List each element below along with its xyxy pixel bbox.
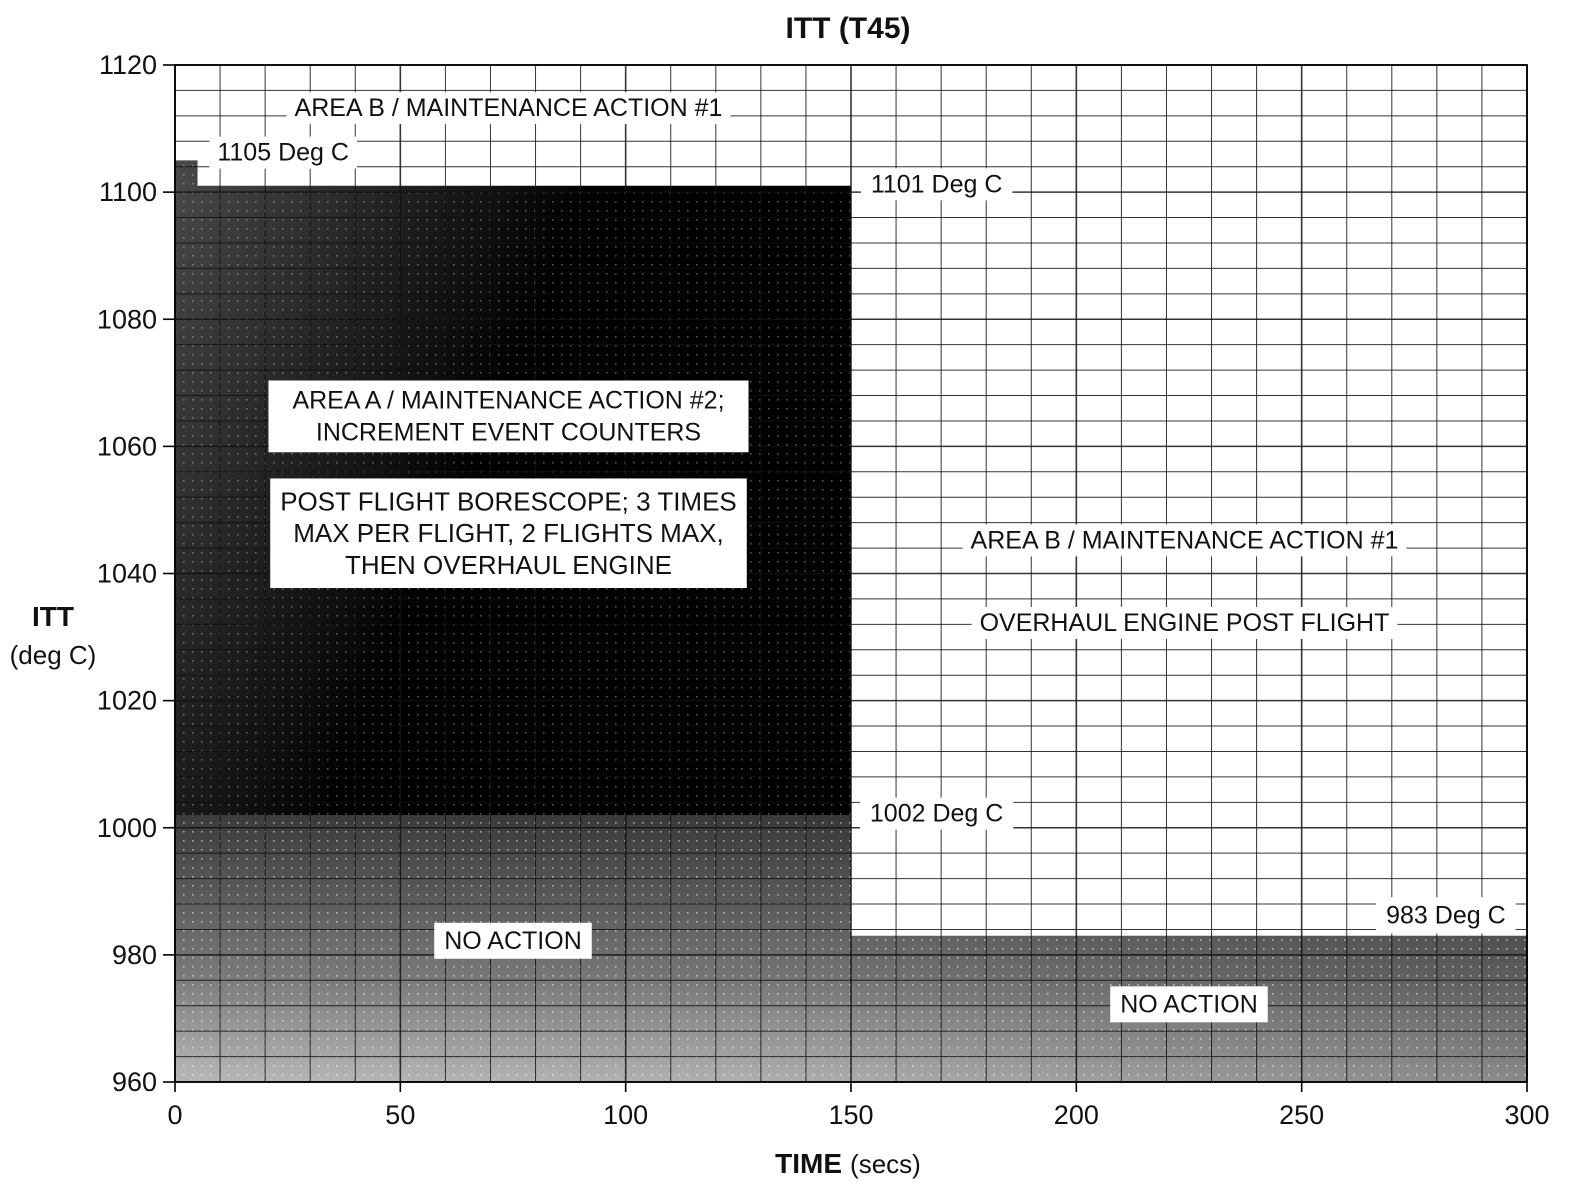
y-tick-label: 1060 bbox=[97, 431, 157, 461]
label-overhaul: OVERHAUL ENGINE POST FLIGHT bbox=[971, 606, 1398, 639]
y-axis-label-unit: (deg C) bbox=[10, 640, 97, 670]
label-no-action-right: NO ACTION bbox=[1110, 986, 1268, 1023]
label-area-a: AREA A / MAINTENANCE ACTION #2; INCREMENT… bbox=[268, 380, 749, 453]
chart-title: ITT (T45) bbox=[786, 12, 911, 45]
y-tick-label: 1120 bbox=[99, 50, 157, 80]
label-area-a-box bbox=[268, 380, 749, 453]
x-tick-label: 300 bbox=[1504, 1100, 1549, 1130]
label-1002-text: 1002 Deg C bbox=[870, 800, 1003, 828]
label-borescope-line: THEN OVERHAUL ENGINE bbox=[345, 550, 672, 580]
label-borescope-box bbox=[270, 478, 747, 589]
x-tick-label: 50 bbox=[385, 1100, 415, 1130]
label-1105: 1105 Deg C bbox=[209, 136, 357, 169]
label-1101: 1101 Deg C bbox=[860, 168, 1013, 201]
label-1105-box bbox=[209, 136, 357, 169]
x-tick-label: 100 bbox=[603, 1100, 648, 1130]
label-1101-box bbox=[860, 168, 1013, 201]
y-tick-label: 1000 bbox=[97, 813, 157, 843]
label-area-b-top: AREA B / MAINTENANCE ACTION #1 bbox=[286, 92, 731, 125]
label-1002: 1002 Deg C bbox=[859, 797, 1014, 830]
label-no-action-right-text: NO ACTION bbox=[1120, 990, 1258, 1018]
x-tick-label: 250 bbox=[1279, 1100, 1324, 1130]
label-983: 983 Deg C bbox=[1376, 897, 1516, 934]
y-tick-label: 1040 bbox=[97, 559, 157, 589]
label-borescope-line: POST FLIGHT BORESCOPE; 3 TIMES bbox=[280, 486, 737, 516]
label-983-box bbox=[1376, 897, 1516, 934]
x-axis-label-main: TIME bbox=[775, 1148, 842, 1179]
label-area-b-right: AREA B / MAINTENANCE ACTION #1 bbox=[962, 524, 1407, 557]
label-1101-text: 1101 Deg C bbox=[871, 170, 1003, 198]
x-axis-label: TIME (secs) bbox=[775, 1148, 921, 1179]
x-tick-label: 200 bbox=[1054, 1100, 1099, 1130]
label-area-b-top-text: AREA B / MAINTENANCE ACTION #1 bbox=[295, 94, 723, 122]
x-tick-label: 0 bbox=[167, 1100, 182, 1130]
label-no-action-left: NO ACTION bbox=[434, 922, 592, 959]
y-axis-label-main: ITT bbox=[32, 601, 74, 632]
label-area-b-right-text: AREA B / MAINTENANCE ACTION #1 bbox=[971, 526, 1399, 554]
y-tick-label: 1100 bbox=[99, 177, 157, 207]
label-no-action-left-text: NO ACTION bbox=[444, 927, 582, 955]
label-overhaul-box bbox=[971, 606, 1398, 639]
y-tick-label: 1020 bbox=[97, 686, 157, 716]
label-area-b-right-box bbox=[962, 524, 1407, 557]
label-983-text: 983 Deg C bbox=[1386, 901, 1506, 929]
label-borescope-line: MAX PER FLIGHT, 2 FLIGHTS MAX, bbox=[293, 518, 724, 548]
label-no-action-right-box bbox=[1110, 986, 1268, 1023]
label-1105-text: 1105 Deg C bbox=[217, 139, 349, 167]
y-tick-label: 980 bbox=[112, 940, 157, 970]
label-no-action-left-box bbox=[434, 922, 592, 959]
x-tick-label: 150 bbox=[828, 1100, 873, 1130]
y-tick-label: 960 bbox=[112, 1067, 157, 1097]
label-area-b-top-box bbox=[286, 92, 731, 125]
x-axis-label-unit: (secs) bbox=[850, 1149, 921, 1179]
label-area-a-line: AREA A / MAINTENANCE ACTION #2; bbox=[292, 386, 724, 414]
label-area-a-line: INCREMENT EVENT COUNTERS bbox=[316, 418, 701, 446]
label-overhaul-text: OVERHAUL ENGINE POST FLIGHT bbox=[980, 609, 1390, 637]
label-1002-box bbox=[859, 797, 1014, 830]
y-tick-label: 1080 bbox=[97, 304, 157, 334]
